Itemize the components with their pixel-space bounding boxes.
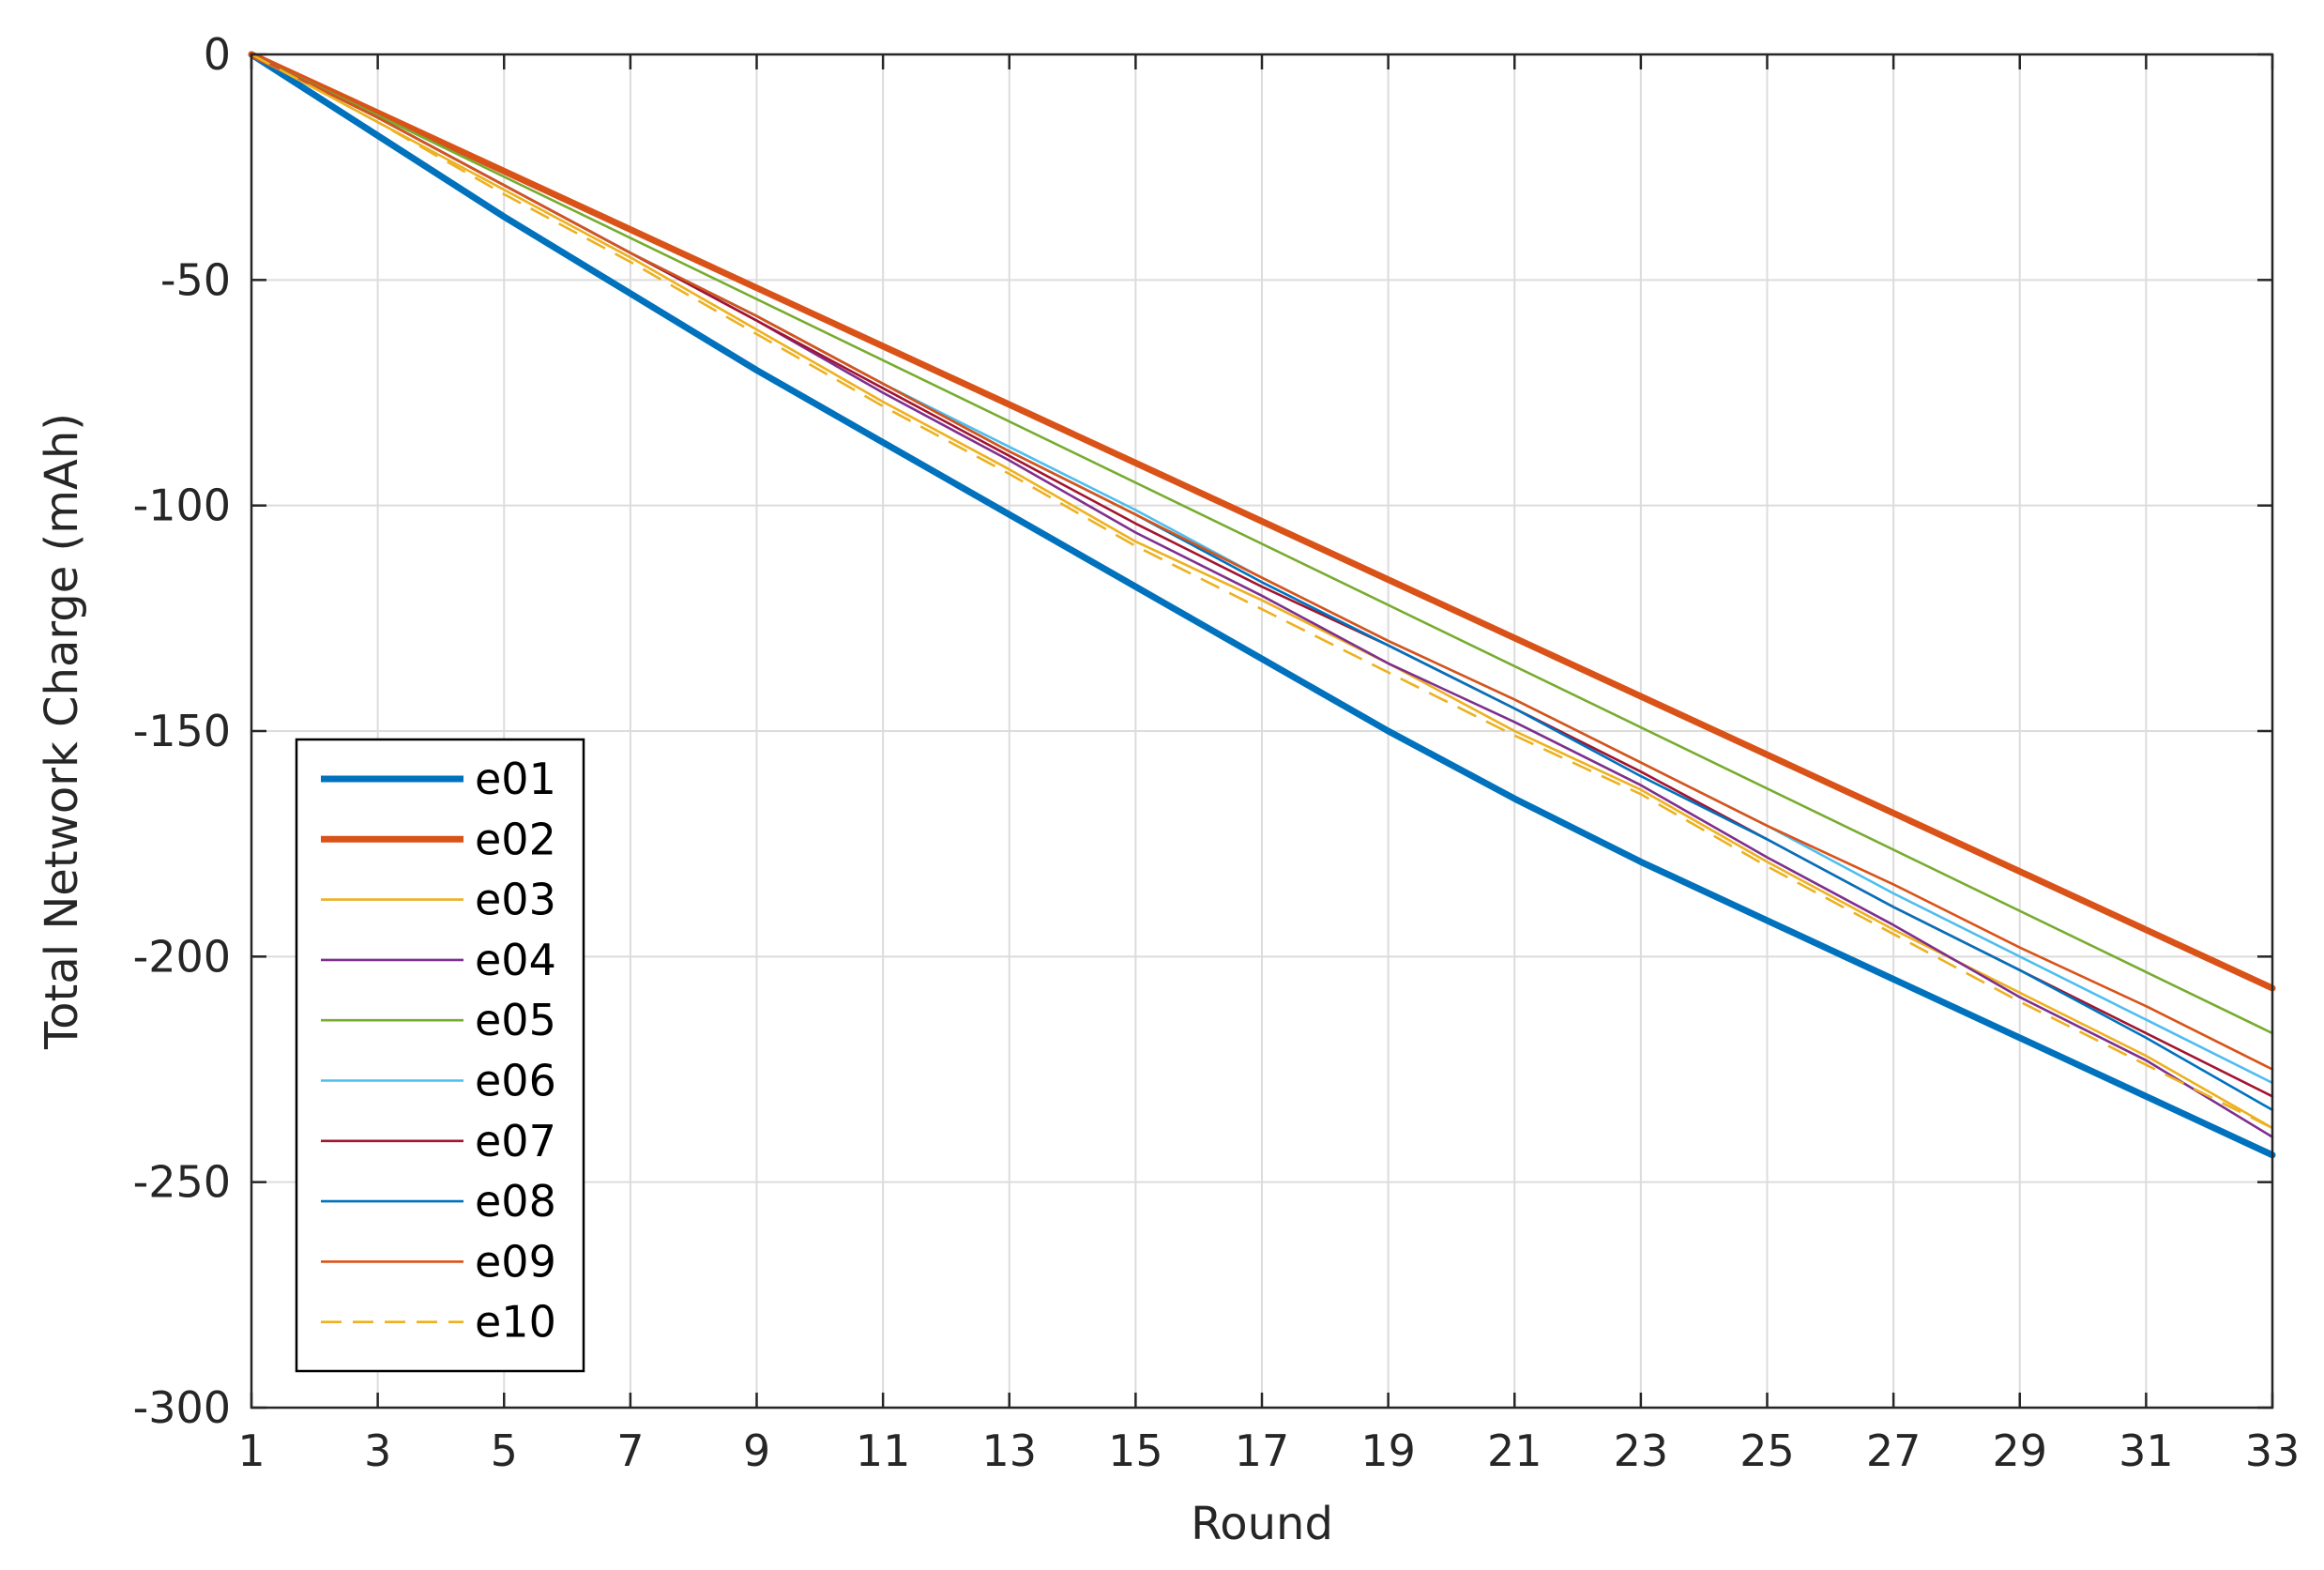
series-line-e09 [250,53,2274,1071]
legend-label-e03: e03 [475,875,556,925]
legend: e01 e02 e03 e04 e05 e06 e07 e08 e09 e10 [295,738,585,1373]
x-tick-label: 15 [1108,1425,1163,1476]
x-tick-label: 23 [1614,1425,1669,1476]
x-tick-label: 21 [1487,1425,1542,1476]
series-line-e02 [248,51,2276,992]
x-tick-label: 27 [1866,1425,1921,1476]
x-axis-label: Round [1191,1498,1333,1550]
legend-label-e01: e01 [475,754,556,804]
legend-label-e05: e05 [475,995,556,1045]
legend-label-e07: e07 [475,1116,556,1166]
series-line-e05 [250,53,2274,1035]
legend-label-e06: e06 [475,1056,556,1106]
x-tick-label: 17 [1235,1425,1290,1476]
series-line-e10 [251,53,2273,1130]
legend-label-e08: e08 [475,1176,556,1227]
x-tick-label: 3 [364,1425,391,1476]
y-tick-label: -200 [133,931,231,982]
x-tick-label: 31 [2119,1425,2174,1476]
axes: 1 3 5 7 9 11 13 15 17 19 21 23 25 27 29 31 330-50-100-15… [133,29,2301,1476]
legend-label-e09: e09 [475,1236,556,1287]
x-tick-label: 33 [2245,1425,2301,1476]
x-tick-label: 5 [491,1425,518,1476]
y-tick-label: -100 [133,480,231,531]
x-tick-label: 7 [616,1425,644,1476]
legend-label-e04: e04 [475,935,556,985]
legend-box [295,738,585,1373]
x-tick-label: 19 [1360,1425,1416,1476]
y-tick-label: -300 [133,1382,231,1433]
series-layer [248,51,2276,1159]
y-axis-label: Total Network Charge (mAh) [36,413,88,1050]
y-tick-label: -250 [133,1157,231,1208]
x-tick-label: 1 [237,1425,265,1476]
legend-label-e02: e02 [475,814,556,864]
x-tick-label: 11 [856,1425,911,1476]
x-tick-label: 29 [1992,1425,2047,1476]
legend-label-e10: e10 [475,1297,556,1348]
x-tick-label: 13 [981,1425,1037,1476]
x-tick-label: 9 [743,1425,770,1476]
y-tick-label: -50 [160,254,231,305]
x-tick-label: 25 [1739,1425,1795,1476]
series-line-e03 [250,53,2274,1130]
y-tick-label: -150 [133,706,231,756]
y-tick-label: 0 [204,29,231,80]
series-line-e01 [248,51,2276,1159]
